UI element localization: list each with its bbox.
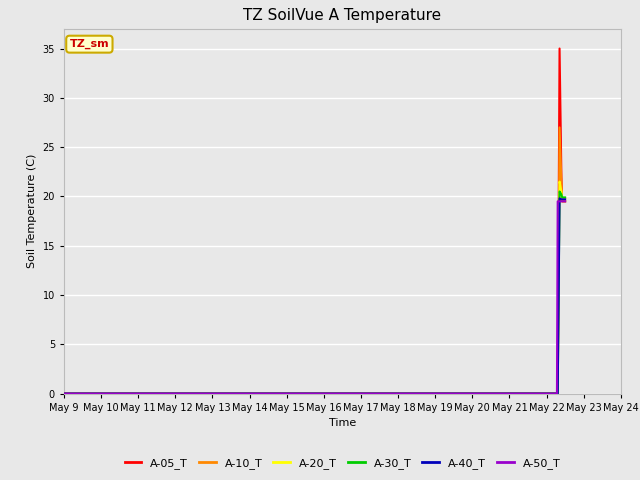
Title: TZ SoilVue A Temperature: TZ SoilVue A Temperature [243,9,442,24]
Legend: A-05_T, A-10_T, A-20_T, A-30_T, A-40_T, A-50_T: A-05_T, A-10_T, A-20_T, A-30_T, A-40_T, … [120,454,564,474]
Text: TZ_sm: TZ_sm [70,39,109,49]
Y-axis label: Soil Temperature (C): Soil Temperature (C) [27,154,37,268]
X-axis label: Time: Time [329,418,356,428]
